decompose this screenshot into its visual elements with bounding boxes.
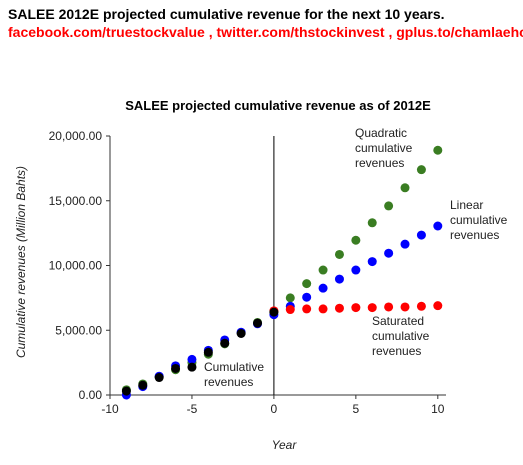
historical-point: [121, 386, 131, 396]
linear-point: [351, 265, 361, 275]
quadratic-annotation: Quadratic: [355, 126, 407, 140]
quadratic-point: [400, 183, 410, 193]
saturated-point: [318, 304, 328, 314]
quadratic-point: [367, 218, 377, 228]
historical-point: [269, 307, 279, 317]
saturated-annotation: revenues: [372, 344, 421, 358]
x-tick-label: -10: [101, 402, 119, 416]
saturated-point: [433, 301, 443, 311]
historical-point: [187, 362, 197, 372]
linear-annotation: cumulative: [450, 213, 508, 227]
quadratic-annotation: cumulative: [355, 141, 413, 155]
quadratic-annotation: revenues: [355, 156, 404, 170]
historical-annotation: revenues: [204, 375, 253, 389]
historical-point: [220, 338, 230, 348]
historical-point: [203, 347, 213, 357]
quadratic-point: [433, 145, 443, 155]
saturated-annotation: cumulative: [372, 329, 430, 343]
linear-point: [187, 354, 197, 364]
chart-title: SALEE projected cumulative revenue as of…: [125, 98, 431, 113]
social-links: facebook.com/truestockvalue , twitter.co…: [8, 24, 523, 40]
quadratic-point: [318, 265, 328, 275]
y-tick-label: 10,000.00: [49, 259, 103, 273]
saturated-point: [384, 302, 394, 312]
saturated-point: [367, 303, 377, 313]
linear-point: [400, 239, 410, 249]
saturated-annotation: Saturated: [372, 314, 424, 328]
linear-point: [416, 230, 426, 240]
x-tick-label: 0: [271, 402, 278, 416]
saturated-point: [334, 303, 344, 313]
saturated-point: [302, 304, 312, 314]
linear-annotation: Linear: [450, 198, 483, 212]
saturated-point: [351, 303, 361, 313]
quadratic-point: [351, 235, 361, 245]
linear-point: [318, 283, 328, 293]
y-tick-label: 5,000.00: [55, 323, 102, 337]
y-axis-title: Cumulative revenues (Million Bahts): [14, 166, 28, 358]
saturated-point: [285, 305, 295, 315]
linear-point: [302, 292, 312, 302]
y-tick-label: 20,000.00: [49, 129, 103, 143]
linear-point: [384, 248, 394, 258]
x-tick-label: 10: [431, 402, 445, 416]
linear-point: [433, 221, 443, 231]
historical-point: [236, 328, 246, 338]
x-tick-label: -5: [187, 402, 198, 416]
historical-point: [154, 373, 164, 383]
linear-point: [367, 257, 377, 267]
y-tick-label: 0.00: [79, 388, 103, 402]
saturated-point: [400, 302, 410, 312]
x-tick-label: 5: [353, 402, 360, 416]
saturated-point: [416, 301, 426, 311]
page-title: SALEE 2012E projected cumulative revenue…: [8, 6, 445, 22]
y-tick-label: 15,000.00: [49, 194, 103, 208]
quadratic-point: [285, 293, 295, 303]
quadratic-point: [334, 249, 344, 259]
quadratic-point: [384, 201, 394, 211]
historical-point: [171, 363, 181, 373]
quadratic-point: [302, 279, 312, 289]
quadratic-point: [416, 165, 426, 175]
linear-point: [334, 274, 344, 284]
x-axis-title: Year: [272, 438, 298, 452]
historical-annotation: Cumulative: [204, 360, 264, 374]
historical-point: [253, 318, 263, 328]
historical-point: [138, 380, 148, 390]
linear-annotation: revenues: [450, 228, 499, 242]
